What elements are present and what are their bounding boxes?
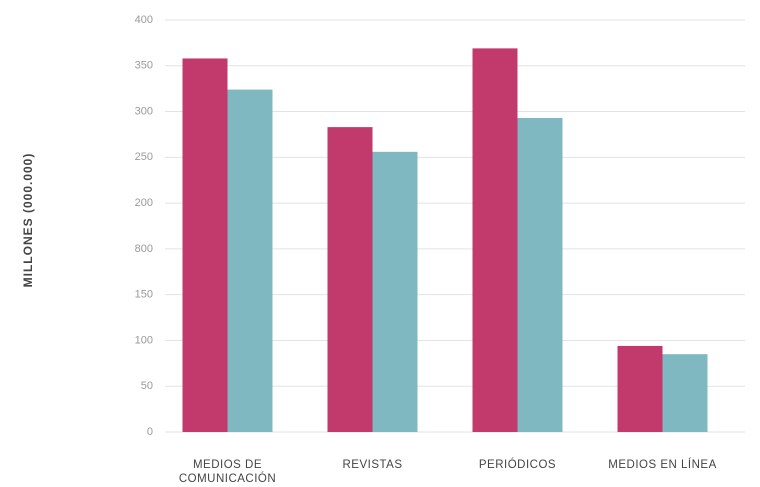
y-tick-label: 200 xyxy=(135,197,153,209)
bar xyxy=(372,151,418,432)
bar xyxy=(472,48,518,432)
x-tick-label: MEDIOS EN LÍNEA xyxy=(608,459,717,471)
y-tick-label: 100 xyxy=(135,334,153,346)
x-tick-label: PERIÓDICOS xyxy=(478,459,557,471)
bar xyxy=(517,117,563,432)
x-tick-label: MEDIOS DE COMUNICACIÓN xyxy=(178,459,277,485)
bar xyxy=(182,58,228,432)
y-tick-label: 300 xyxy=(135,105,153,117)
y-axis-label: MILLONES (000.000) xyxy=(21,152,35,288)
bar xyxy=(327,127,373,433)
y-tick-label: 250 xyxy=(135,151,153,163)
y-tick-label: 400 xyxy=(135,14,153,26)
y-tick-label: 350 xyxy=(135,60,153,72)
bar xyxy=(662,354,708,432)
y-tick-label: 800 xyxy=(135,243,153,255)
y-tick-label: 50 xyxy=(141,380,153,392)
y-tick-label: 0 xyxy=(147,426,153,438)
bar xyxy=(617,345,663,432)
y-tick-label: 150 xyxy=(135,289,153,301)
x-tick-label: REVISTAS xyxy=(342,459,403,471)
bar xyxy=(227,89,273,433)
